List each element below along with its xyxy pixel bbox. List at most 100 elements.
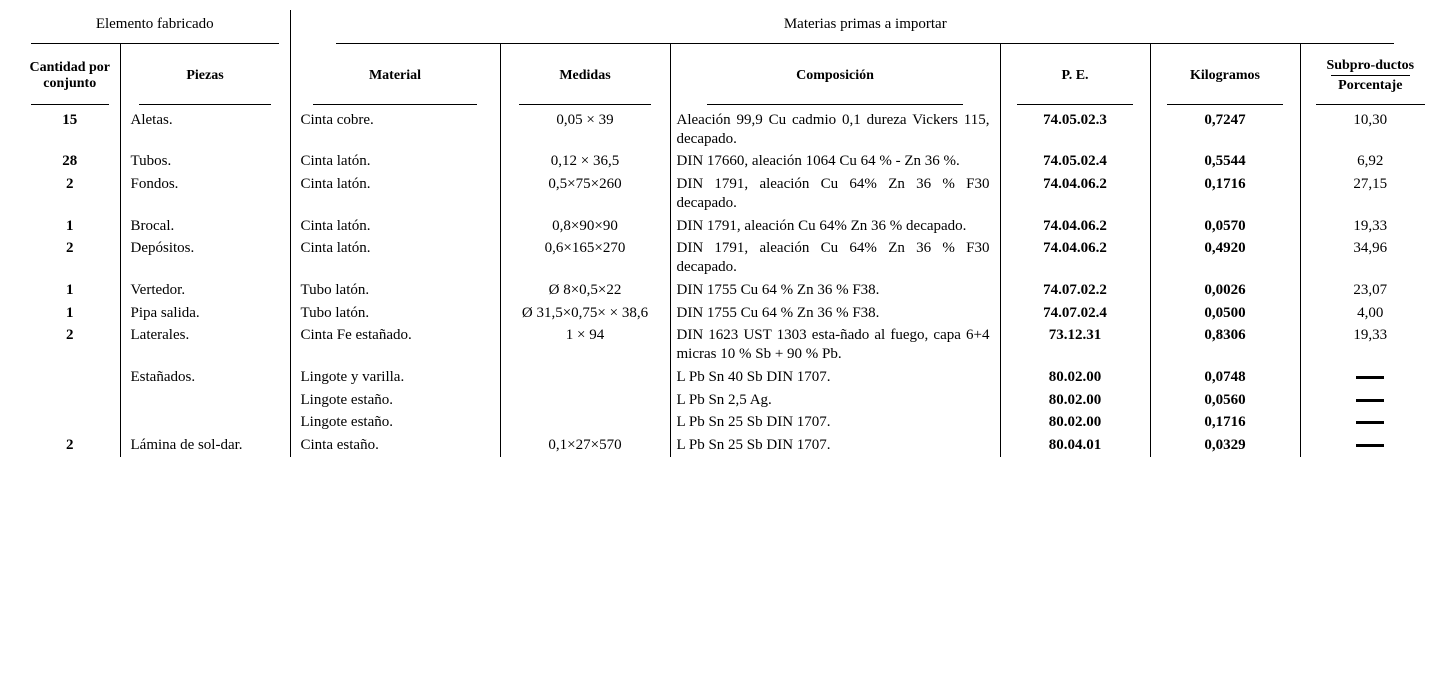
cell-kg: 0,0560 bbox=[1150, 389, 1300, 412]
cell-piezas: Estañados. bbox=[120, 366, 290, 389]
cell-material: Cinta latón. bbox=[290, 150, 500, 173]
cell-pct: 6,92 bbox=[1300, 150, 1432, 173]
cell-pe: 74.05.02.3 bbox=[1000, 109, 1150, 151]
cell-cantidad: 2 bbox=[20, 434, 120, 457]
cell-medidas bbox=[500, 366, 670, 389]
col-pe: P. E. bbox=[1000, 44, 1150, 104]
cell-kg: 0,8306 bbox=[1150, 324, 1300, 366]
cell-medidas: 0,5×75×260 bbox=[500, 173, 670, 215]
cell-pct bbox=[1300, 434, 1432, 457]
cell-medidas: 0,05 × 39 bbox=[500, 109, 670, 151]
cell-piezas: Depósitos. bbox=[120, 237, 290, 279]
cell-medidas: Ø 31,5×0,75× × 38,6 bbox=[500, 302, 670, 325]
cell-cantidad: 1 bbox=[20, 302, 120, 325]
cell-material: Cinta latón. bbox=[290, 237, 500, 279]
table-row: 2Laterales.Cinta Fe estañado.1 × 94DIN 1… bbox=[20, 324, 1432, 366]
cell-cantidad: 15 bbox=[20, 109, 120, 151]
cell-medidas: Ø 8×0,5×22 bbox=[500, 279, 670, 302]
table-row: Lingote estaño.L Pb Sn 25 Sb DIN 1707.80… bbox=[20, 411, 1432, 434]
table-row: Lingote estaño. L Pb Sn 2,5 Ag.80.02.000,… bbox=[20, 389, 1432, 412]
cell-pct: 27,15 bbox=[1300, 173, 1432, 215]
cell-pct bbox=[1300, 389, 1432, 412]
cell-medidas: 1 × 94 bbox=[500, 324, 670, 366]
cell-pct: 10,30 bbox=[1300, 109, 1432, 151]
col-piezas: Piezas bbox=[120, 44, 290, 104]
cell-pe: 74.05.02.4 bbox=[1000, 150, 1150, 173]
cell-piezas bbox=[120, 411, 290, 434]
cell-material: Cinta latón. bbox=[290, 173, 500, 215]
cell-cantidad: 2 bbox=[20, 324, 120, 366]
cell-composicion: L Pb Sn 2,5 Ag. bbox=[670, 389, 1000, 412]
cell-cantidad: 1 bbox=[20, 279, 120, 302]
table-row: 1Pipa salida.Tubo latón.Ø 31,5×0,75× × 3… bbox=[20, 302, 1432, 325]
dash-icon bbox=[1356, 421, 1384, 424]
cell-cantidad bbox=[20, 389, 120, 412]
cell-kg: 0,0026 bbox=[1150, 279, 1300, 302]
cell-composicion: L Pb Sn 25 Sb DIN 1707. bbox=[670, 434, 1000, 457]
cell-material: Tubo latón. bbox=[290, 279, 500, 302]
cell-pe: 74.07.02.4 bbox=[1000, 302, 1150, 325]
cell-pe: 80.04.01 bbox=[1000, 434, 1150, 457]
cell-medidas: 0,12 × 36,5 bbox=[500, 150, 670, 173]
cell-pe: 80.02.00 bbox=[1000, 389, 1150, 412]
cell-medidas bbox=[500, 411, 670, 434]
sub-top: Subpro-ductos bbox=[1326, 58, 1414, 73]
table-row: 2Depósitos.Cinta latón.0,6×165×270DIN 17… bbox=[20, 237, 1432, 279]
cell-kg: 0,0570 bbox=[1150, 215, 1300, 238]
header-group-left: Elemento fabricado bbox=[20, 10, 290, 43]
cell-kg: 0,1716 bbox=[1150, 411, 1300, 434]
header-columns-row: Cantidad por conjunto Piezas Material Me… bbox=[20, 44, 1432, 104]
cell-kg: 0,1716 bbox=[1150, 173, 1300, 215]
table-row: 15Aletas.Cinta cobre.0,05 × 39Aleación 9… bbox=[20, 109, 1432, 151]
cell-pct: 19,33 bbox=[1300, 215, 1432, 238]
header-group-row: Elemento fabricado Materias primas a imp… bbox=[20, 10, 1432, 43]
table-row: 28Tubos.Cinta latón.0,12 × 36,5DIN 17660… bbox=[20, 150, 1432, 173]
cell-material: Cinta Fe estañado. bbox=[290, 324, 500, 366]
cell-piezas: Vertedor. bbox=[120, 279, 290, 302]
cell-piezas: Tubos. bbox=[120, 150, 290, 173]
cell-pct: 23,07 bbox=[1300, 279, 1432, 302]
cell-pe: 80.02.00 bbox=[1000, 366, 1150, 389]
table-row: Estañados.Lingote y varilla.L Pb Sn 40 S… bbox=[20, 366, 1432, 389]
cell-pe: 73.12.31 bbox=[1000, 324, 1150, 366]
cell-medidas: 0,8×90×90 bbox=[500, 215, 670, 238]
cell-material: Lingote estaño. bbox=[290, 389, 500, 412]
cell-kg: 0,5544 bbox=[1150, 150, 1300, 173]
cell-composicion: L Pb Sn 25 Sb DIN 1707. bbox=[670, 411, 1000, 434]
col-kg: Kilogramos bbox=[1150, 44, 1300, 104]
col-subproductos: Subpro-ductos Porcentaje bbox=[1300, 44, 1432, 104]
cell-material: Cinta cobre. bbox=[290, 109, 500, 151]
cell-composicion: DIN 1755 Cu 64 % Zn 36 % F38. bbox=[670, 279, 1000, 302]
cell-piezas: Aletas. bbox=[120, 109, 290, 151]
table-body: 15Aletas.Cinta cobre.0,05 × 39Aleación 9… bbox=[20, 109, 1432, 457]
col-material: Material bbox=[290, 44, 500, 104]
col-medidas: Medidas bbox=[500, 44, 670, 104]
cell-medidas: 0,1×27×570 bbox=[500, 434, 670, 457]
cell-composicion: DIN 1755 Cu 64 % Zn 36 % F38. bbox=[670, 302, 1000, 325]
cell-pct bbox=[1300, 411, 1432, 434]
cell-pe: 80.02.00 bbox=[1000, 411, 1150, 434]
cell-cantidad: 28 bbox=[20, 150, 120, 173]
sub-bottom: Porcentaje bbox=[1338, 78, 1402, 93]
cell-composicion: DIN 1623 UST 1303 esta-ñado al fuego, ca… bbox=[670, 324, 1000, 366]
header-group-right: Materias primas a importar bbox=[290, 10, 1432, 43]
dash-icon bbox=[1356, 376, 1384, 379]
cell-piezas: Fondos. bbox=[120, 173, 290, 215]
table-row: 1Vertedor.Tubo latón.Ø 8×0,5×22DIN 1755 … bbox=[20, 279, 1432, 302]
cell-kg: 0,0748 bbox=[1150, 366, 1300, 389]
cell-pct bbox=[1300, 366, 1432, 389]
cell-piezas: Laterales. bbox=[120, 324, 290, 366]
cell-cantidad: 2 bbox=[20, 173, 120, 215]
cell-kg: 0,7247 bbox=[1150, 109, 1300, 151]
cell-composicion: DIN 1791, aleación Cu 64% Zn 36 % decapa… bbox=[670, 215, 1000, 238]
cell-cantidad: 1 bbox=[20, 215, 120, 238]
cell-material: Cinta latón. bbox=[290, 215, 500, 238]
cell-piezas: Lámina de sol-dar. bbox=[120, 434, 290, 457]
cell-piezas: Pipa salida. bbox=[120, 302, 290, 325]
cell-pct: 19,33 bbox=[1300, 324, 1432, 366]
cell-cantidad bbox=[20, 411, 120, 434]
cell-material: Cinta estaño. bbox=[290, 434, 500, 457]
cell-kg: 0,0500 bbox=[1150, 302, 1300, 325]
cell-pe: 74.07.02.2 bbox=[1000, 279, 1150, 302]
cell-material: Tubo latón. bbox=[290, 302, 500, 325]
